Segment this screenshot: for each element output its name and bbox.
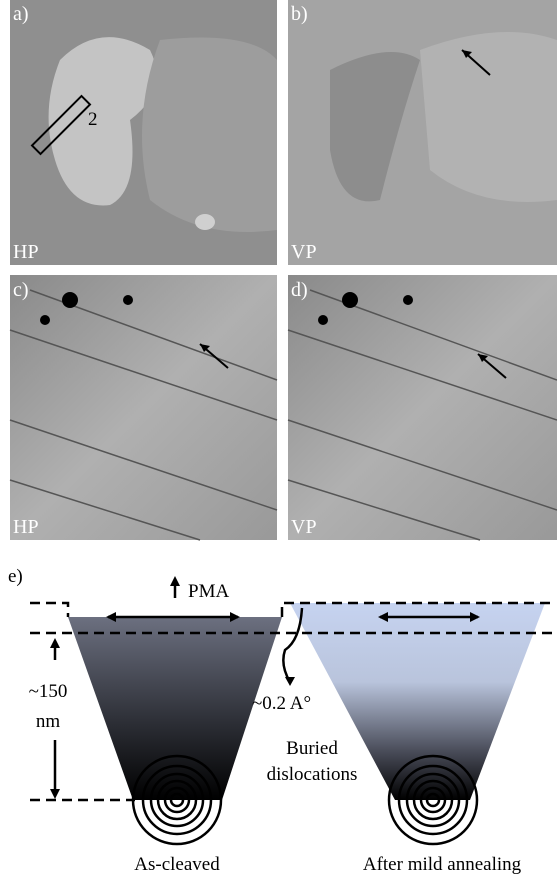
marker-label: 2	[88, 109, 98, 130]
mode-label: VP	[291, 241, 317, 263]
buried-label: dislocations	[267, 764, 358, 785]
panel-c: c) HP	[10, 275, 277, 540]
step-label: ~0.2 A°	[252, 693, 311, 714]
caption: As-cleaved	[134, 854, 220, 875]
schematic: e) PMA ~150 nm ~0.2 A° Buried dislocatio…	[8, 566, 555, 875]
buried-label: Buried	[286, 738, 338, 759]
figure: 2 a) HP b) VP c) HP d) VP e)	[0, 0, 557, 880]
panel-b: b) VP	[288, 0, 557, 265]
pma-label: PMA	[188, 581, 229, 602]
mode-label: HP	[13, 516, 39, 538]
caption: After mild annealing	[363, 854, 522, 875]
panel-label: a)	[13, 3, 29, 25]
panel-label: e)	[8, 566, 23, 587]
depth-unit: nm	[36, 711, 61, 732]
panel-label: d)	[291, 279, 308, 301]
panel-label: c)	[13, 279, 29, 301]
mode-label: HP	[13, 241, 39, 263]
depth-label: ~150	[29, 681, 68, 702]
mode-label: VP	[291, 516, 317, 538]
panel-d: d) VP	[288, 275, 557, 540]
panel-label: b)	[291, 3, 308, 25]
panel-a: 2 a) HP	[10, 0, 277, 265]
